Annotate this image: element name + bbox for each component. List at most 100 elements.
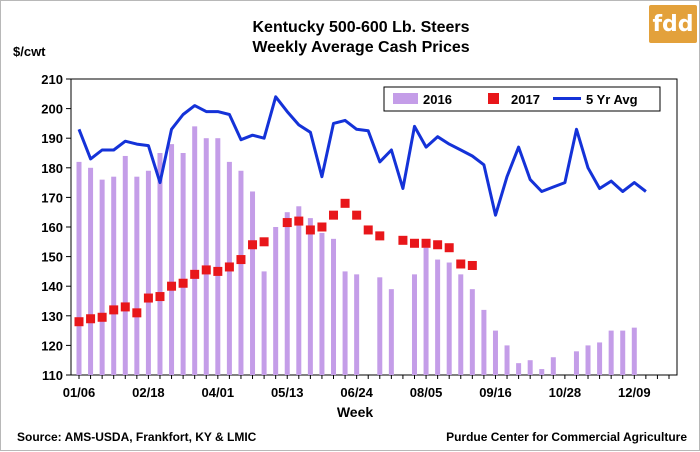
logo-text: fdd [652, 12, 693, 37]
bar-2016 [354, 274, 360, 375]
bar-2016 [435, 259, 441, 375]
bar-2016 [250, 191, 256, 375]
y-tick-label: 120 [41, 338, 63, 353]
marker-2017 [421, 238, 431, 248]
legend-box [383, 86, 661, 112]
bar-2016 [331, 238, 337, 375]
bar-2016 [261, 271, 267, 375]
x-axis: 01/06 02/18 04/01 05/13 06/24 08/05 09/16 10/28… [63, 375, 670, 400]
legend-label-5yr-avg: 5 Yr Avg [586, 92, 638, 107]
bar-2016 [608, 330, 614, 375]
x-tick-label: 08/05 [410, 385, 443, 400]
marker-2017 [456, 259, 466, 269]
bar-2016 [620, 330, 626, 375]
bar-2016 [539, 369, 545, 375]
marker-2017 [236, 255, 246, 265]
marker-2017 [317, 222, 327, 232]
marker-2017 [201, 265, 211, 275]
marker-2017 [120, 302, 130, 312]
y-tick-label: 210 [41, 72, 63, 87]
y-axis-label: $/cwt [13, 44, 46, 59]
marker-2017 [190, 269, 200, 279]
legend-swatch-2017 [488, 93, 499, 104]
bar-2016 [573, 351, 579, 375]
bar-2016 [469, 289, 475, 375]
x-tick-label: 04/01 [202, 385, 235, 400]
y-tick-label: 180 [41, 161, 63, 176]
y-tick-label: 130 [41, 309, 63, 324]
bar-2016 [550, 357, 556, 375]
bar-2016 [273, 227, 279, 375]
source-note: Source: AMS-USDA, Frankfort, KY & LMIC [17, 430, 257, 444]
bar-2016 [203, 138, 209, 375]
chart-title-line-1: Kentucky 500-600 Lb. Steers [253, 19, 470, 36]
marker-2017 [248, 240, 258, 250]
bar-2016 [180, 153, 186, 375]
bar-2016 [192, 126, 198, 375]
bars-2016 [76, 126, 637, 375]
bar-2016 [481, 309, 487, 375]
x-tick-label: 06/24 [340, 385, 373, 400]
marker-2017 [224, 262, 234, 272]
bar-2016 [585, 345, 591, 375]
bar-2016 [169, 144, 175, 375]
bar-2016 [88, 167, 94, 375]
bar-2016 [342, 271, 348, 375]
marker-2017 [409, 238, 419, 248]
bar-2016 [307, 218, 313, 375]
x-tick-label: 05/13 [271, 385, 304, 400]
bar-2016 [446, 262, 452, 375]
bar-2016 [215, 138, 221, 375]
chart-title-line-2: Weekly Average Cash Prices [252, 39, 469, 56]
legend: 2016 2017 5 Yr Avg [383, 86, 661, 112]
bar-2016 [527, 360, 533, 375]
marker-2017 [294, 216, 304, 226]
marker-2017 [109, 305, 119, 315]
x-tick-label: 09/16 [479, 385, 512, 400]
x-axis-label: Week [337, 404, 374, 420]
bar-2016 [145, 170, 151, 375]
marker-2017 [143, 293, 153, 303]
y-tick-label: 150 [41, 250, 63, 265]
bar-2016 [284, 212, 290, 375]
marker-2017 [363, 225, 373, 235]
line-5yr-avg [77, 95, 647, 217]
marker-2017 [86, 314, 96, 324]
bar-2016 [238, 170, 244, 375]
bar-2016 [377, 277, 383, 375]
legend-label-2017: 2017 [511, 92, 540, 107]
marker-2017 [167, 281, 177, 291]
bar-2016 [134, 176, 140, 375]
y-tick-label: 160 [41, 220, 63, 235]
bar-2016 [388, 289, 394, 375]
x-tick-label: 02/18 [132, 385, 165, 400]
marker-2017 [352, 210, 362, 220]
marker-2017 [444, 243, 454, 253]
bar-2016 [504, 345, 510, 375]
fdd-logo: fdd [649, 5, 697, 43]
y-tick-label: 170 [41, 190, 63, 205]
legend-swatch-2016 [393, 93, 418, 104]
line-5yr-avg-path [77, 95, 647, 217]
bar-2016 [319, 232, 325, 375]
bar-2016 [76, 161, 82, 375]
marker-2017 [213, 266, 223, 276]
bar-2016 [631, 327, 637, 375]
bar-2016 [516, 363, 522, 375]
marker-2017 [340, 198, 350, 208]
bar-2016 [99, 179, 105, 375]
marker-2017 [155, 292, 165, 302]
bar-2016 [411, 274, 417, 375]
x-tick-label: 10/28 [549, 385, 582, 400]
y-tick-label: 200 [41, 102, 63, 117]
bar-2016 [296, 206, 302, 375]
marker-2017 [97, 312, 107, 322]
marker-2017 [467, 260, 477, 270]
y-tick-label: 110 [42, 368, 63, 383]
y-tick-label: 190 [41, 131, 63, 146]
logo-box [649, 5, 697, 43]
bar-2016 [111, 176, 117, 375]
markers-2017 [74, 198, 477, 327]
